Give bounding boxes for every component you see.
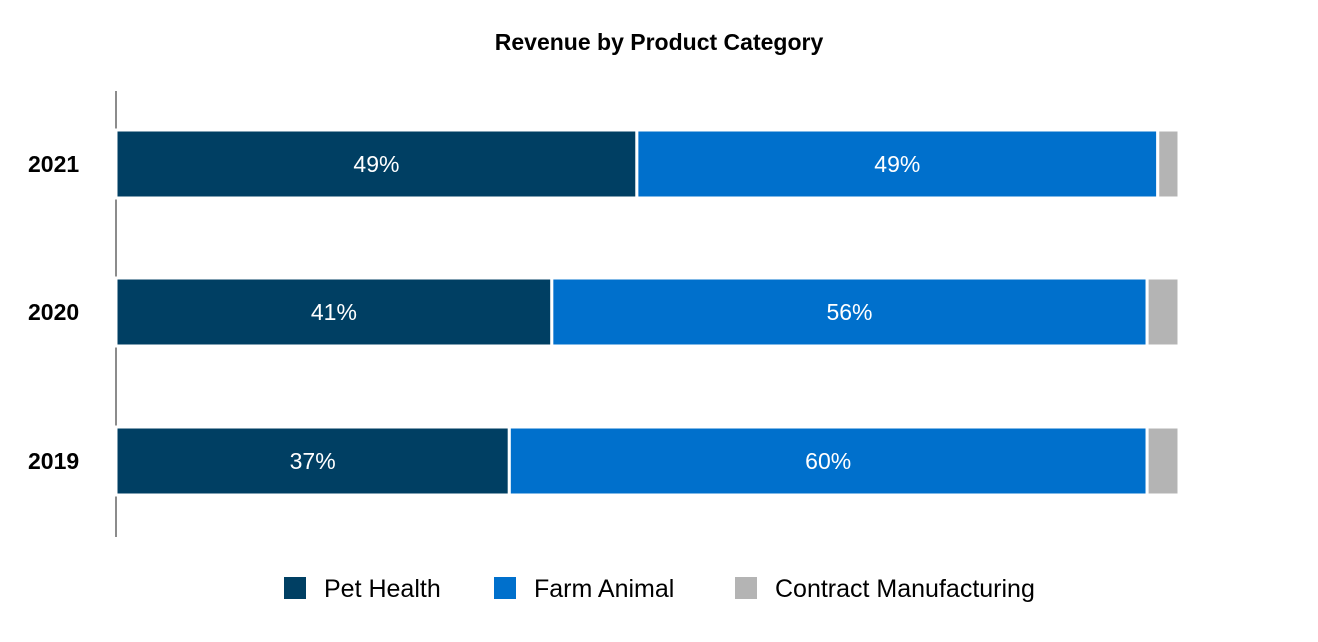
- bar-pet-health-2020: [114, 276, 554, 348]
- category-label-2019: 2019: [28, 448, 79, 474]
- bar-farm-animal-2021: [635, 128, 1160, 200]
- bar-contract-manufacturing-2021: [1156, 128, 1181, 200]
- data-label-pet-health-2020: 41%: [311, 299, 357, 325]
- bar-contract-manufacturing-2019: [1145, 425, 1181, 497]
- bars-group: 49% 49% 41% 56% 37% 60%: [114, 128, 1181, 497]
- category-label-2021: 2021: [28, 151, 79, 177]
- bar-contract-manufacturing-2020: [1145, 276, 1181, 348]
- legend-swatch-contract-manufacturing: [735, 577, 757, 599]
- legend-label-contract-manufacturing: Contract Manufacturing: [775, 575, 1035, 603]
- data-label-farm-animal-2021: 49%: [874, 151, 920, 177]
- data-label-farm-animal-2020: 56%: [826, 299, 872, 325]
- data-label-farm-animal-2019: 60%: [805, 448, 851, 474]
- data-label-pet-health-2021: 49%: [353, 151, 399, 177]
- legend-label-farm-animal: Farm Animal: [534, 575, 674, 603]
- data-label-pet-health-2019: 37%: [290, 448, 336, 474]
- legend: Pet Health Farm Animal Contract Manufactur…: [284, 575, 1035, 603]
- category-labels: 2021 2020 2019: [28, 151, 79, 474]
- category-label-2020: 2020: [28, 299, 79, 325]
- legend-swatch-pet-health: [284, 577, 306, 599]
- chart-title: Revenue by Product Category: [495, 29, 824, 55]
- legend-swatch-farm-animal: [494, 577, 516, 599]
- legend-label-pet-health: Pet Health: [324, 575, 441, 603]
